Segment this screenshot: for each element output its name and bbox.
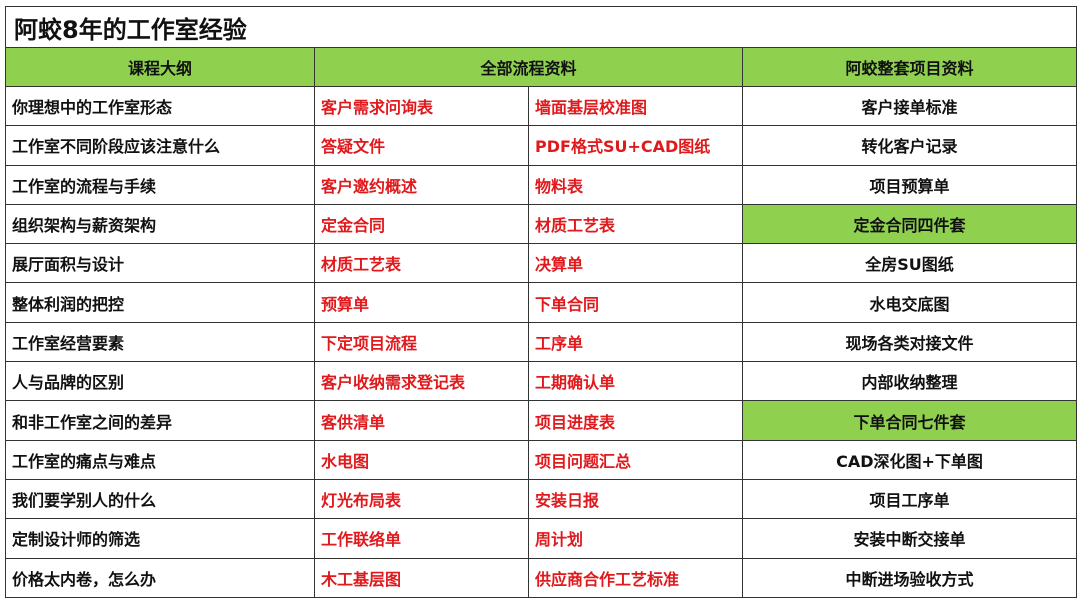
- table-row: 工作室的痛点与难点 水电图 项目问题汇总 CAD深化图+下单图: [5, 439, 1078, 480]
- flow-cell-b: 物料表: [528, 164, 743, 205]
- flow-cell-a: 灯光布局表: [314, 478, 529, 520]
- header-project: 阿蛟整套项目资料: [741, 47, 1078, 87]
- outline-cell: 工作室经营要素: [5, 321, 315, 363]
- flow-cell-a: 客户邀约概述: [314, 164, 529, 205]
- project-cell: 全房SU图纸: [741, 243, 1078, 284]
- project-cell: 项目预算单: [741, 164, 1078, 205]
- outline-cell: 人与品牌的区别: [5, 361, 315, 402]
- outline-cell: 你理想中的工作室形态: [5, 85, 315, 127]
- outline-cell: 组织架构与薪资架构: [5, 203, 315, 245]
- table-row: 展厅面积与设计 材质工艺表 决算单 全房SU图纸: [5, 243, 1078, 284]
- flow-cell-a: 客户收纳需求登记表: [314, 361, 529, 402]
- outline-cell: 和非工作室之间的差异: [5, 400, 315, 441]
- flow-cell-a: 预算单: [314, 282, 529, 323]
- project-cell: 中断进场验收方式: [741, 557, 1078, 598]
- header-flow: 全部流程资料: [314, 47, 743, 87]
- flow-cell-a: 水电图: [314, 439, 529, 480]
- flow-cell-a: 下定项目流程: [314, 321, 529, 363]
- project-cell: 转化客户记录: [741, 125, 1078, 166]
- project-cell: 安装中断交接单: [741, 518, 1078, 559]
- flow-cell-b: 工序单: [528, 321, 743, 363]
- project-cell: 下单合同七件套: [741, 400, 1078, 441]
- header-row: 课程大纲 全部流程资料 阿蛟整套项目资料: [5, 47, 1078, 87]
- project-cell: 定金合同四件套: [741, 203, 1078, 245]
- header-outline: 课程大纲: [5, 47, 315, 87]
- project-cell: 客户接单标准: [741, 85, 1078, 127]
- flow-cell-a: 工作联络单: [314, 518, 529, 559]
- title-row: 阿蛟8年的工作室经验: [4, 6, 1078, 48]
- project-cell: 水电交底图: [741, 282, 1078, 323]
- table-row: 定制设计师的筛选 工作联络单 周计划 安装中断交接单: [5, 518, 1078, 559]
- flow-cell-b: 项目进度表: [528, 400, 743, 441]
- outline-cell: 整体利润的把控: [5, 282, 315, 323]
- table-row: 整体利润的把控 预算单 下单合同 水电交底图: [5, 282, 1078, 323]
- flow-cell-a: 客户需求问询表: [314, 85, 529, 127]
- outline-cell: 价格太内卷，怎么办: [5, 557, 315, 598]
- project-cell: 现场各类对接文件: [741, 321, 1078, 363]
- flow-cell-b: 材质工艺表: [528, 203, 743, 245]
- flow-cell-a: 客供清单: [314, 400, 529, 441]
- outline-cell: 展厅面积与设计: [5, 243, 315, 284]
- project-cell: 项目工序单: [741, 478, 1078, 520]
- flow-cell-b: 安装日报: [528, 478, 743, 520]
- page-title: 阿蛟8年的工作室经验: [4, 6, 1078, 48]
- table-row: 工作室的流程与手续 客户邀约概述 物料表 项目预算单: [5, 164, 1078, 205]
- flow-cell-b: 下单合同: [528, 282, 743, 323]
- flow-cell-b: 墙面基层校准图: [528, 85, 743, 127]
- outline-cell: 工作室的痛点与难点: [5, 439, 315, 480]
- table-row: 工作室经营要素 下定项目流程 工序单 现场各类对接文件: [5, 321, 1078, 363]
- table-row: 价格太内卷，怎么办 木工基层图 供应商合作工艺标准 中断进场验收方式: [5, 557, 1078, 598]
- flow-cell-b: PDF格式SU+CAD图纸: [528, 125, 743, 166]
- flow-cell-a: 定金合同: [314, 203, 529, 245]
- outline-cell: 我们要学别人的什么: [5, 478, 315, 520]
- flow-cell-b: 决算单: [528, 243, 743, 284]
- flow-cell-a: 答疑文件: [314, 125, 529, 166]
- flow-cell-b: 工期确认单: [528, 361, 743, 402]
- experience-table: 阿蛟8年的工作室经验 课程大纲 全部流程资料 阿蛟整套项目资料 你理想中的工作室…: [4, 6, 1078, 598]
- table-row: 工作室不同阶段应该注意什么 答疑文件 PDF格式SU+CAD图纸 转化客户记录: [5, 125, 1078, 166]
- table-row: 和非工作室之间的差异 客供清单 项目进度表 下单合同七件套: [5, 400, 1078, 441]
- outline-cell: 工作室的流程与手续: [5, 164, 315, 205]
- outline-cell: 定制设计师的筛选: [5, 518, 315, 559]
- flow-cell-b: 周计划: [528, 518, 743, 559]
- table-row: 组织架构与薪资架构 定金合同 材质工艺表 定金合同四件套: [5, 203, 1078, 245]
- flow-cell-a: 木工基层图: [314, 557, 529, 598]
- table-row: 我们要学别人的什么 灯光布局表 安装日报 项目工序单: [5, 478, 1078, 520]
- table-row: 人与品牌的区别 客户收纳需求登记表 工期确认单 内部收纳整理: [5, 361, 1078, 402]
- project-cell: CAD深化图+下单图: [741, 439, 1078, 480]
- project-cell: 内部收纳整理: [741, 361, 1078, 402]
- flow-cell-b: 供应商合作工艺标准: [528, 557, 743, 598]
- outline-cell: 工作室不同阶段应该注意什么: [5, 125, 315, 166]
- table-row: 你理想中的工作室形态 客户需求问询表 墙面基层校准图 客户接单标准: [5, 85, 1078, 127]
- flow-cell-b: 项目问题汇总: [528, 439, 743, 480]
- flow-cell-a: 材质工艺表: [314, 243, 529, 284]
